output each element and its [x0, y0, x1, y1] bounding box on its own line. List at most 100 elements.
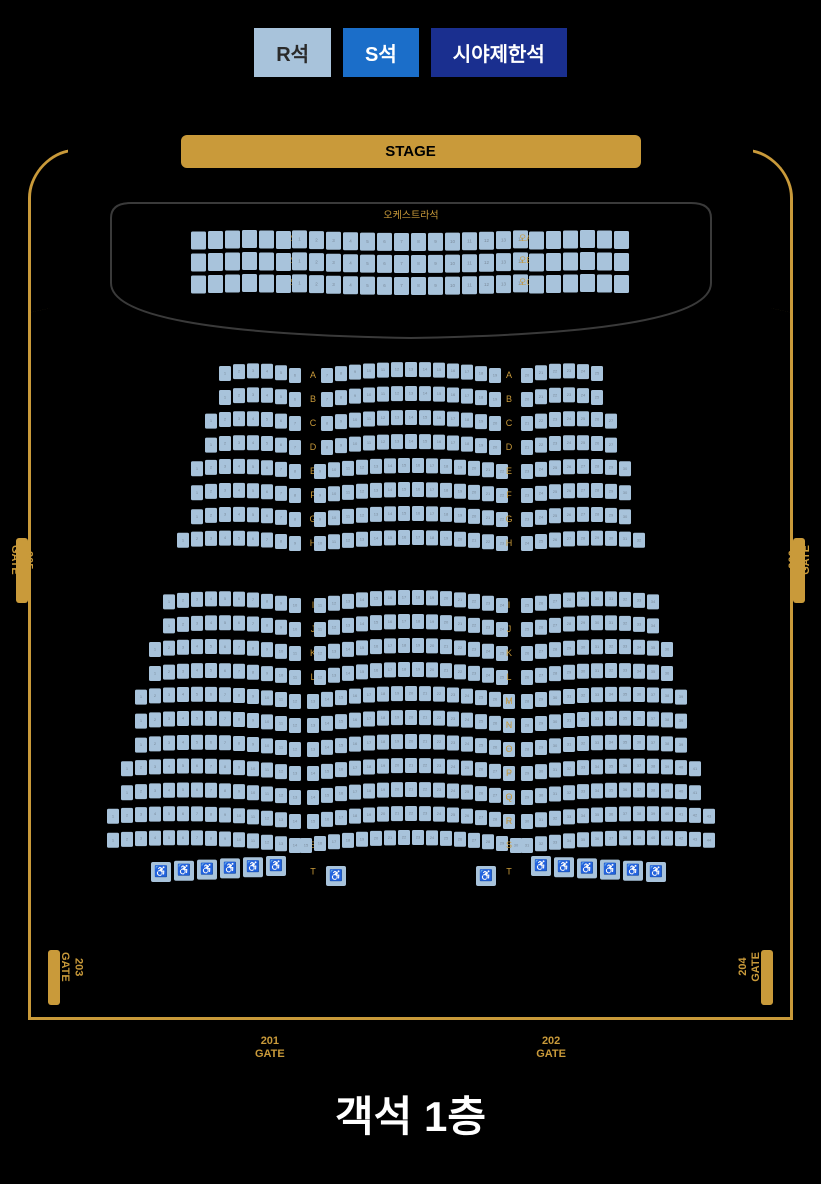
svg-text:20: 20: [394, 787, 399, 792]
svg-text:21: 21: [485, 467, 490, 472]
svg-text:15: 15: [436, 367, 441, 372]
svg-text:36: 36: [622, 763, 627, 768]
svg-text:10: 10: [292, 627, 297, 632]
svg-text:12: 12: [331, 624, 336, 629]
svg-text:27: 27: [538, 672, 543, 677]
svg-text:35: 35: [608, 787, 613, 792]
svg-text:17: 17: [415, 535, 420, 540]
svg-text:32: 32: [608, 668, 613, 673]
svg-text:20: 20: [408, 739, 413, 744]
svg-text:18: 18: [478, 395, 483, 400]
svg-text:22: 22: [499, 517, 504, 522]
svg-text:30: 30: [594, 620, 599, 625]
svg-text:15: 15: [338, 743, 343, 748]
svg-text:39: 39: [664, 788, 669, 793]
svg-text:R: R: [505, 816, 512, 826]
svg-text:36: 36: [664, 647, 669, 652]
svg-text:33: 33: [622, 644, 627, 649]
svg-text:14: 14: [310, 771, 315, 776]
svg-text:14: 14: [422, 391, 427, 396]
svg-text:37: 37: [650, 740, 655, 745]
svg-text:23: 23: [485, 624, 490, 629]
svg-text:10: 10: [331, 491, 336, 496]
svg-text:25: 25: [478, 695, 483, 700]
svg-text:20: 20: [394, 763, 399, 768]
floor-title: 객석 1층: [0, 1083, 821, 1144]
svg-text:42: 42: [678, 836, 683, 841]
svg-text:35: 35: [622, 715, 627, 720]
svg-text:21: 21: [524, 445, 529, 450]
svg-text:26: 26: [566, 464, 571, 469]
svg-text:A: A: [309, 370, 315, 380]
svg-text:25: 25: [580, 416, 585, 421]
svg-text:10: 10: [264, 719, 269, 724]
svg-text:32: 32: [580, 717, 585, 722]
svg-text:31: 31: [552, 767, 557, 772]
svg-text:21: 21: [471, 537, 476, 542]
svg-text:39: 39: [650, 811, 655, 816]
svg-text:T: T: [310, 866, 316, 876]
svg-text:17: 17: [331, 839, 336, 844]
svg-text:35: 35: [622, 739, 627, 744]
svg-text:23: 23: [524, 469, 529, 474]
seating-chart: 오케스트라석오A1234567891011121314오A오B123456789…: [41, 198, 781, 1008]
svg-text:14: 14: [387, 463, 392, 468]
svg-text:♿: ♿: [223, 861, 237, 874]
svg-text:18: 18: [443, 487, 448, 492]
svg-text:25: 25: [538, 539, 543, 544]
svg-text:31: 31: [524, 843, 529, 848]
svg-text:22: 22: [408, 811, 413, 816]
svg-text:26: 26: [594, 441, 599, 446]
gate-205-label: 205 GATE: [8, 545, 34, 575]
svg-text:30: 30: [580, 644, 585, 649]
svg-text:25: 25: [594, 395, 599, 400]
svg-text:23: 23: [485, 600, 490, 605]
svg-text:12: 12: [359, 464, 364, 469]
svg-text:18: 18: [352, 813, 357, 818]
svg-text:♿: ♿: [580, 861, 594, 874]
svg-text:16: 16: [415, 511, 420, 516]
svg-text:15: 15: [303, 843, 308, 848]
svg-text:21: 21: [387, 835, 392, 840]
svg-text:39: 39: [678, 718, 683, 723]
svg-text:13: 13: [500, 259, 506, 264]
svg-text:39: 39: [678, 694, 683, 699]
svg-text:37: 37: [650, 692, 655, 697]
svg-text:14: 14: [422, 367, 427, 372]
svg-text:19: 19: [380, 763, 385, 768]
svg-text:20: 20: [492, 421, 497, 426]
svg-text:29: 29: [499, 841, 504, 846]
svg-text:35: 35: [650, 669, 655, 674]
svg-text:20: 20: [492, 445, 497, 450]
svg-text:36: 36: [608, 811, 613, 816]
svg-text:A: A: [505, 370, 511, 380]
svg-text:32: 32: [552, 815, 557, 820]
svg-text:38: 38: [622, 835, 627, 840]
svg-text:25: 25: [524, 603, 529, 608]
svg-text:13: 13: [359, 536, 364, 541]
svg-text:24: 24: [450, 764, 455, 769]
svg-text:27: 27: [580, 511, 585, 516]
svg-text:24: 24: [580, 369, 585, 374]
svg-text:18: 18: [415, 595, 420, 600]
svg-text:오케스트라석: 오케스트라석: [383, 210, 438, 222]
svg-text:22: 22: [471, 622, 476, 627]
svg-text:24: 24: [464, 717, 469, 722]
svg-text:33: 33: [580, 789, 585, 794]
svg-text:19: 19: [457, 464, 462, 469]
svg-text:16: 16: [436, 415, 441, 420]
svg-text:17: 17: [464, 369, 469, 374]
svg-text:26: 26: [566, 512, 571, 517]
svg-text:19: 19: [443, 535, 448, 540]
svg-text:P: P: [505, 768, 511, 778]
svg-text:18: 18: [345, 837, 350, 842]
svg-text:16: 16: [317, 841, 322, 846]
svg-text:21: 21: [422, 739, 427, 744]
svg-text:26: 26: [524, 651, 529, 656]
svg-text:34: 34: [580, 813, 585, 818]
svg-text:24: 24: [429, 835, 434, 840]
svg-text:♿: ♿: [154, 865, 168, 878]
svg-text:25: 25: [552, 489, 557, 494]
svg-text:31: 31: [594, 668, 599, 673]
svg-text:27: 27: [552, 598, 557, 603]
